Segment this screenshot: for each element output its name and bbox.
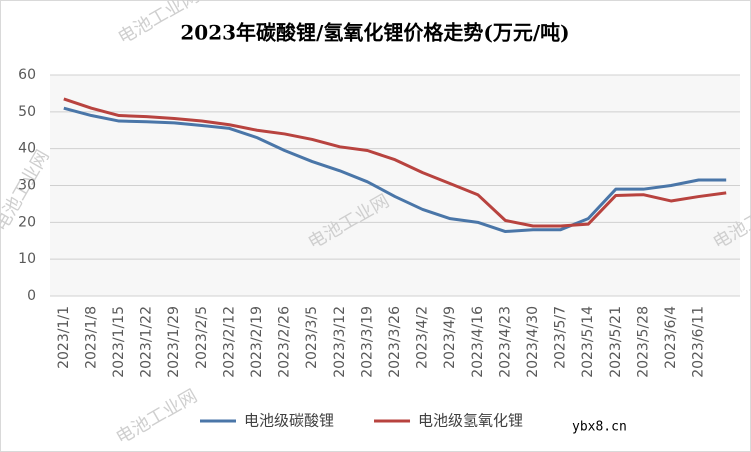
x-tick-label: 2023/3/26 <box>387 306 403 378</box>
x-tick-label: 2023/4/23 <box>497 306 513 378</box>
legend-label: 电池级氢氧化锂 <box>418 412 523 430</box>
x-tick-label: 2023/3/12 <box>332 306 348 378</box>
x-tick-label: 2023/5/14 <box>580 306 596 378</box>
series-line <box>63 106 727 234</box>
chart-title: 2023年碳酸锂/氢氧化锂价格走势(万元/吨) <box>180 21 569 45</box>
x-tick-label: 2023/1/15 <box>111 306 127 378</box>
x-tick-label: 2023/1/1 <box>56 306 72 369</box>
x-tick-label: 2023/4/9 <box>442 306 458 369</box>
y-tick-label: 0 <box>27 288 36 304</box>
x-tick-label: 2023/1/29 <box>166 306 182 378</box>
y-tick-label: 30 <box>18 178 36 194</box>
x-tick-label: 2023/6/11 <box>691 306 707 378</box>
x-tick-label: 2023/6/4 <box>663 306 679 369</box>
y-tick-label: 40 <box>18 141 36 157</box>
x-tick-label: 2023/2/26 <box>277 306 293 378</box>
x-tick-label: 2023/4/30 <box>525 306 541 378</box>
x-tick-label: 2023/2/19 <box>249 306 265 378</box>
x-tick-label: 2023/5/28 <box>635 306 651 378</box>
x-tick-label: 2023/2/5 <box>194 306 210 369</box>
x-tick-label: 2023/5/21 <box>608 306 624 378</box>
x-tick-label: 2023/4/2 <box>415 306 431 369</box>
series-line <box>63 97 727 228</box>
watermark: ybx8.cn <box>572 420 627 435</box>
x-tick-label: 2023/3/5 <box>304 306 320 369</box>
y-tick-label: 20 <box>18 214 36 230</box>
x-tick-label: 2023/5/7 <box>553 306 569 369</box>
x-tick-label: 2023/4/16 <box>470 306 486 378</box>
x-tick-label: 2023/1/8 <box>83 306 99 369</box>
y-tick-label: 10 <box>18 251 36 267</box>
x-tick-label: 2023/1/22 <box>139 306 155 378</box>
legend-label: 电池级碳酸锂 <box>244 412 334 430</box>
x-tick-label: 2023/3/19 <box>359 306 375 378</box>
y-tick-label: 60 <box>18 67 36 83</box>
x-tick-label: 2023/2/12 <box>221 306 237 378</box>
y-tick-label: 50 <box>18 104 36 120</box>
